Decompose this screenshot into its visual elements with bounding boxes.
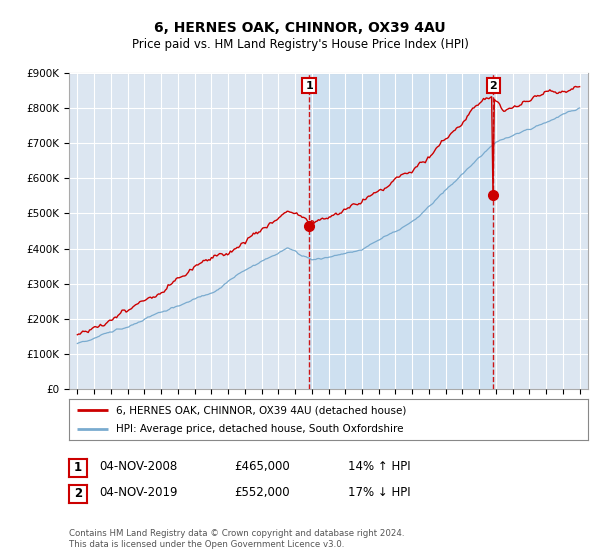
Text: 1: 1 — [74, 461, 82, 474]
Text: £465,000: £465,000 — [234, 460, 290, 473]
Text: 04-NOV-2008: 04-NOV-2008 — [99, 460, 177, 473]
Text: 2: 2 — [490, 81, 497, 91]
Text: 6, HERNES OAK, CHINNOR, OX39 4AU: 6, HERNES OAK, CHINNOR, OX39 4AU — [154, 21, 446, 35]
Text: Price paid vs. HM Land Registry's House Price Index (HPI): Price paid vs. HM Land Registry's House … — [131, 38, 469, 50]
Bar — [309, 73, 493, 389]
Text: 2: 2 — [74, 487, 82, 501]
Text: 04-NOV-2019: 04-NOV-2019 — [99, 486, 178, 500]
Text: 6, HERNES OAK, CHINNOR, OX39 4AU (detached house): 6, HERNES OAK, CHINNOR, OX39 4AU (detach… — [116, 405, 406, 415]
Text: 1: 1 — [305, 81, 313, 91]
Text: Contains HM Land Registry data © Crown copyright and database right 2024.: Contains HM Land Registry data © Crown c… — [69, 529, 404, 538]
Text: HPI: Average price, detached house, South Oxfordshire: HPI: Average price, detached house, Sout… — [116, 424, 403, 433]
Text: £552,000: £552,000 — [234, 486, 290, 500]
Text: This data is licensed under the Open Government Licence v3.0.: This data is licensed under the Open Gov… — [69, 540, 344, 549]
Text: 14% ↑ HPI: 14% ↑ HPI — [348, 460, 410, 473]
Text: 17% ↓ HPI: 17% ↓ HPI — [348, 486, 410, 500]
